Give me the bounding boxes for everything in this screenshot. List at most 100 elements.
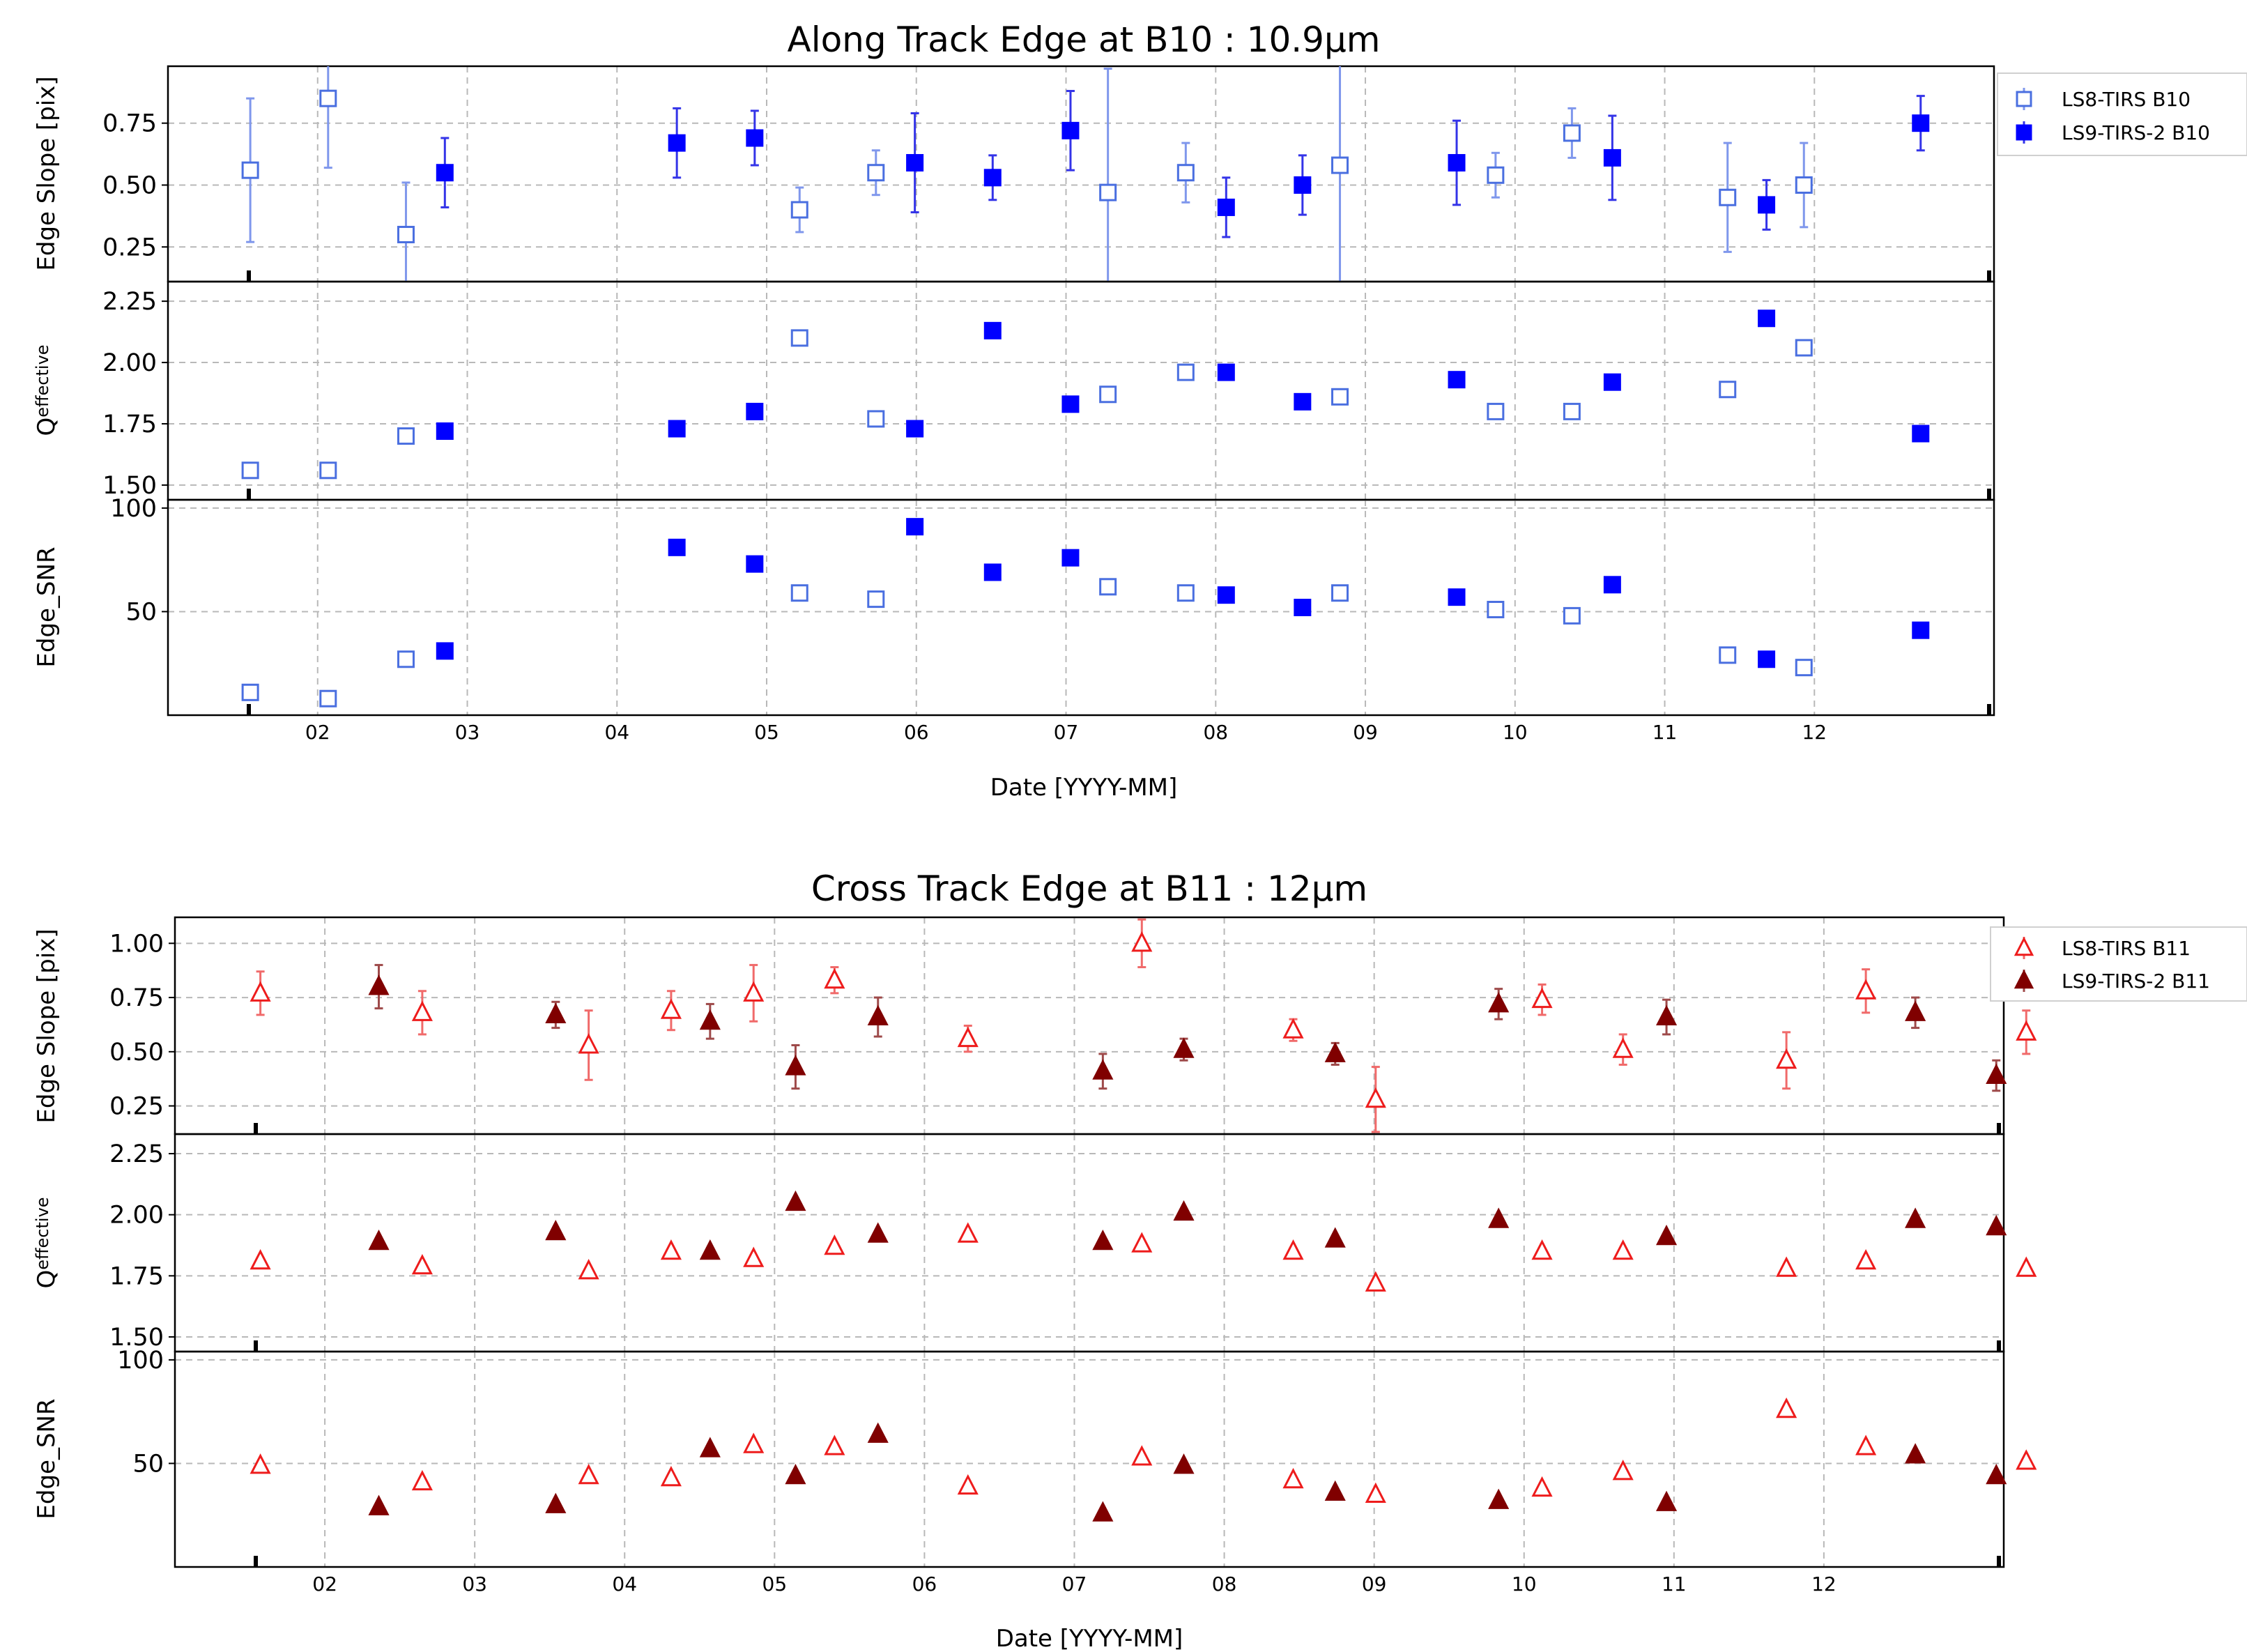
along-track-chart: Along Track Edge at B10 : 10.9µm Edge Sl… bbox=[33, 20, 2247, 802]
data-point bbox=[785, 1055, 806, 1076]
data-point bbox=[1488, 1488, 1510, 1509]
chart-title: Along Track Edge at B10 : 10.9µm bbox=[787, 20, 1380, 60]
data-point bbox=[368, 1494, 390, 1515]
data-point bbox=[906, 154, 924, 172]
data-point bbox=[1612, 1037, 1634, 1058]
data-point bbox=[824, 1234, 845, 1255]
y-tick-label: 2.25 bbox=[109, 1140, 164, 1168]
data-point bbox=[368, 1229, 390, 1251]
data-point bbox=[436, 642, 454, 660]
data-point bbox=[1563, 606, 1581, 625]
x-axis-label: Date [YYYY-MM] bbox=[990, 774, 1178, 802]
data-point bbox=[1099, 578, 1117, 596]
data-point bbox=[368, 974, 390, 995]
data-point bbox=[1603, 373, 1621, 391]
data-point bbox=[1217, 363, 1235, 381]
data-point bbox=[1855, 979, 1877, 1000]
data-point bbox=[660, 1239, 682, 1260]
data-point bbox=[824, 968, 845, 989]
data-point bbox=[660, 998, 682, 1019]
data-point bbox=[1603, 148, 1621, 167]
y-tick-label: 100 bbox=[117, 1347, 164, 1375]
data-point bbox=[1905, 1443, 1926, 1464]
legend-entry-ls9-b10: LS9-TIRS-2 B10 bbox=[2016, 121, 2210, 144]
panel-q-effective: Qeffective 1.50 1.75 2.00 2.25 bbox=[33, 1133, 2037, 1353]
data-point bbox=[2016, 1449, 2037, 1470]
y-tick-label: 1.50 bbox=[102, 472, 157, 500]
data-point bbox=[1758, 650, 1776, 668]
data-point bbox=[660, 1465, 682, 1487]
data-point bbox=[1912, 114, 1930, 132]
data-point bbox=[1294, 176, 1312, 194]
data-point bbox=[1487, 402, 1505, 420]
data-point bbox=[411, 1469, 433, 1491]
x-tick-label: 12 bbox=[1811, 1573, 1836, 1596]
data-point bbox=[1061, 121, 1080, 139]
y-tick-label: 0.25 bbox=[109, 1093, 164, 1121]
data-point bbox=[746, 402, 764, 420]
data-point bbox=[699, 1437, 721, 1458]
data-point bbox=[668, 420, 686, 438]
y-tick-label: 1.50 bbox=[109, 1324, 164, 1352]
data-point bbox=[1656, 1004, 1678, 1026]
data-point bbox=[1531, 1239, 1553, 1260]
data-point bbox=[411, 1000, 433, 1021]
data-point bbox=[699, 1239, 721, 1260]
y-tick-label: 2.25 bbox=[102, 288, 157, 316]
data-point bbox=[1131, 1232, 1153, 1253]
data-point bbox=[867, 1004, 889, 1026]
y-tick-label: 2.00 bbox=[102, 349, 157, 377]
x-axis-ticks: 02 03 04 05 06 07 08 09 10 11 12 bbox=[305, 721, 1827, 744]
panel-edge-slope: Edge Slope [pix] 0.25 0.50 0.75 1.00 bbox=[33, 916, 2037, 1135]
legend-marker bbox=[2014, 936, 2034, 956]
x-tick-label: 02 bbox=[312, 1573, 337, 1596]
y-tick-label: 50 bbox=[132, 1450, 164, 1478]
data-point bbox=[1365, 1482, 1386, 1504]
legend: LS8-TIRS B10 LS9-TIRS-2 B10 bbox=[1997, 72, 2247, 156]
data-point bbox=[241, 161, 259, 179]
legend-label-ls9-b11: LS9-TIRS-2 B11 bbox=[2062, 970, 2210, 993]
data-point bbox=[785, 1463, 806, 1485]
data-point bbox=[906, 420, 924, 438]
x-tick-label: 03 bbox=[455, 721, 480, 744]
data-point bbox=[1099, 385, 1117, 404]
data-point bbox=[1448, 588, 1466, 606]
data-point bbox=[1061, 549, 1080, 567]
data-point bbox=[867, 1222, 889, 1243]
data-point bbox=[545, 1219, 567, 1241]
x-tick-label: 08 bbox=[1203, 721, 1228, 744]
data-point bbox=[1331, 584, 1349, 602]
data-point bbox=[1448, 371, 1466, 389]
data-point bbox=[1488, 1207, 1510, 1228]
data-point bbox=[578, 1259, 599, 1280]
legend-marker bbox=[2016, 124, 2032, 141]
x-tick-label: 07 bbox=[1062, 1573, 1087, 1596]
x-tick-label: 10 bbox=[1503, 721, 1528, 744]
data-point bbox=[785, 1190, 806, 1211]
data-point bbox=[1656, 1490, 1678, 1511]
data-point bbox=[743, 1246, 765, 1267]
data-point bbox=[1563, 124, 1581, 142]
data-point bbox=[957, 1026, 979, 1048]
data-point bbox=[1061, 395, 1080, 413]
data-point bbox=[250, 981, 271, 1002]
data-point bbox=[983, 321, 1002, 339]
data-point bbox=[1487, 166, 1505, 184]
panel-edge-snr: Edge_SNR 50 100 bbox=[33, 495, 1995, 717]
data-point bbox=[1531, 1476, 1553, 1497]
data-point bbox=[250, 1453, 271, 1474]
data-point bbox=[1092, 1229, 1114, 1251]
data-point bbox=[983, 169, 1002, 187]
data-point bbox=[1173, 1453, 1195, 1474]
data-point bbox=[1365, 1087, 1386, 1108]
data-point bbox=[1217, 198, 1235, 216]
x-tick-label: 09 bbox=[1362, 1573, 1387, 1596]
data-point bbox=[983, 563, 1002, 581]
legend-label-ls9-b10: LS9-TIRS-2 B10 bbox=[2062, 121, 2210, 144]
data-point bbox=[1912, 425, 1930, 443]
y-tick-label: 0.50 bbox=[102, 171, 157, 199]
legend-label-ls8-b11: LS8-TIRS B11 bbox=[2062, 937, 2191, 960]
data-point bbox=[1217, 586, 1235, 604]
y-tick-label: 100 bbox=[110, 495, 157, 523]
